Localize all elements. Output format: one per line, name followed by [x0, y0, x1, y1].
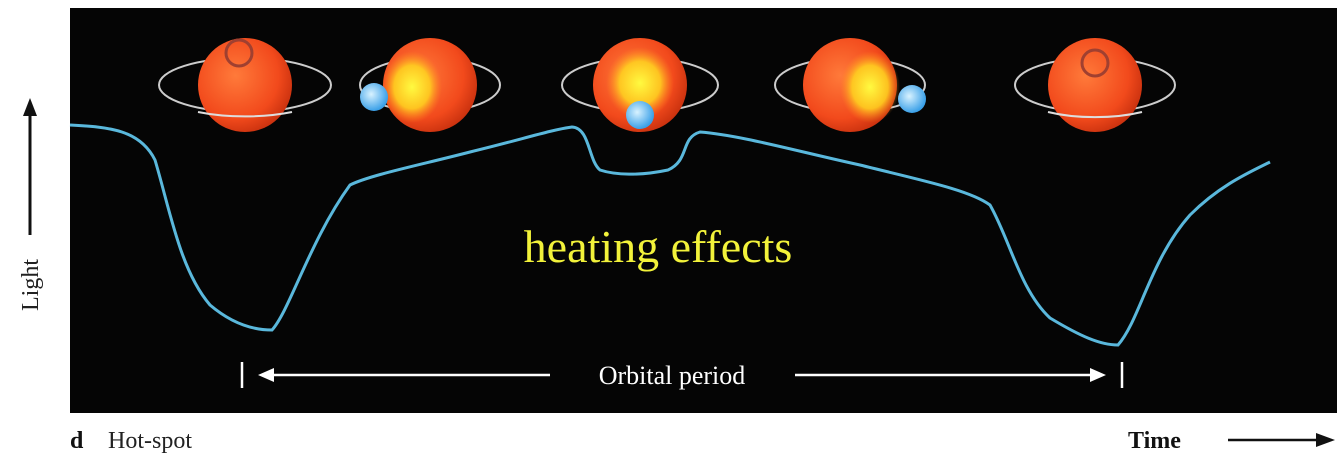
- light-curve: [69, 123, 1271, 347]
- y-axis-label: Light: [18, 259, 44, 311]
- frame: [561, 38, 719, 132]
- frame: [1014, 38, 1176, 132]
- orbit-illustrations: [158, 38, 1176, 132]
- y-axis-arrowhead: [23, 98, 37, 116]
- x-axis-label: Time: [1128, 428, 1181, 454]
- period-label: Orbital period: [599, 361, 746, 390]
- panel-letter: d: [70, 428, 84, 454]
- panel-caption: Hot-spot: [108, 428, 192, 454]
- x-axis-arrowhead: [1316, 433, 1335, 447]
- annotation: heating effects: [524, 221, 793, 272]
- frame: [359, 38, 501, 132]
- frame: [774, 38, 926, 132]
- frame: [158, 38, 332, 132]
- period-marker: [240, 362, 1124, 388]
